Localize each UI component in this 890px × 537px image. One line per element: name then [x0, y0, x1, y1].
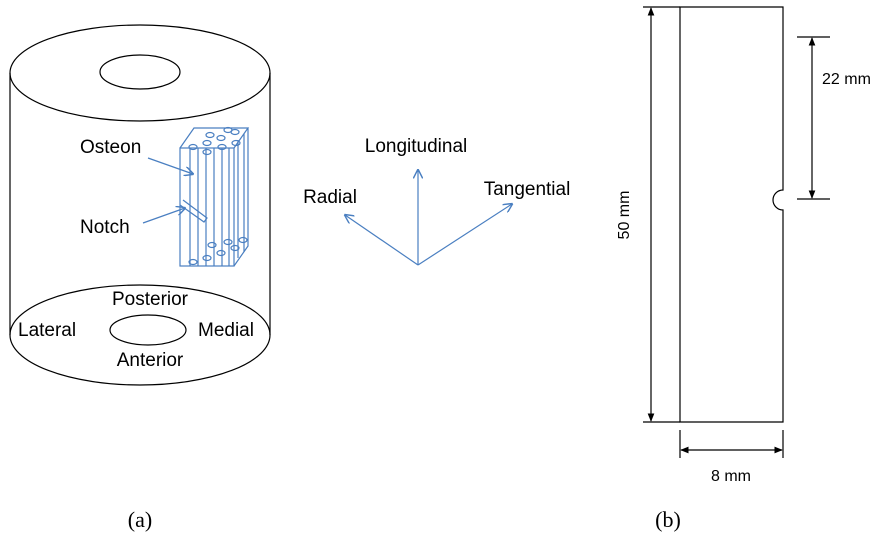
label-anterior: Anterior	[117, 350, 184, 371]
osteon-block	[180, 128, 248, 267]
dimension-lines	[643, 7, 830, 458]
axis-tangential: Tangential	[484, 179, 571, 200]
caption-a: (a)	[128, 507, 152, 532]
label-notch: Notch	[80, 217, 130, 238]
dim-notch-position: 22 mm	[822, 71, 871, 88]
label-medial: Medial	[198, 320, 254, 341]
axis-radial: Radial	[303, 187, 357, 208]
dim-width: 8 mm	[711, 468, 751, 485]
label-lateral: Lateral	[18, 320, 76, 341]
notch-pointer	[143, 208, 185, 223]
label-osteon: Osteon	[80, 137, 141, 158]
figure: Osteon Notch Posterior Lateral Medial An…	[0, 0, 890, 537]
axis-longitudinal: Longitudinal	[365, 136, 467, 157]
caption-b: (b)	[655, 507, 681, 532]
osteon-pointer	[148, 158, 193, 174]
dim-length: 50 mm	[616, 191, 633, 240]
specimen	[680, 7, 783, 422]
label-posterior: Posterior	[112, 289, 189, 310]
